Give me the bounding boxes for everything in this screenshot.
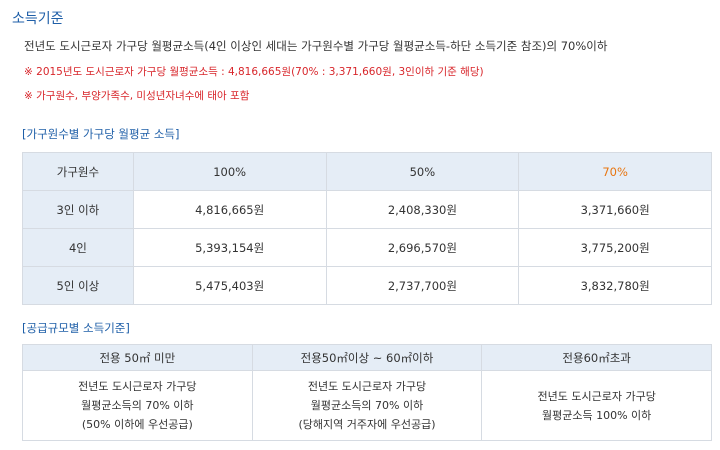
table-cell: 3,832,780원 — [518, 266, 712, 305]
table-cell: 5,475,403원 — [132, 266, 327, 305]
row-label: 5인 이상 — [22, 266, 134, 305]
cell-line: 전년도 도시근로자 가구당 — [78, 380, 197, 393]
cell-line: 전년도 도시근로자 가구당 — [537, 389, 656, 403]
intro-text: 전년도 도시근로자 가구당 월평균소득(4인 이상인 세대는 가구원수별 가구당… — [24, 39, 608, 53]
header-over-60sqm: 전용60㎡초과 — [481, 344, 712, 371]
income-by-supply-size-table: 전용 50㎡ 미만 전용50㎡이상 ~ 60㎡이하 전용60㎡초과 전년도 도시… — [22, 344, 712, 441]
header-under-50sqm: 전용 50㎡ 미만 — [22, 344, 253, 371]
table-row: 전년도 도시근로자 가구당 월평균소득의 70% 이하 (50% 이하에 우선공… — [22, 370, 712, 441]
table-row: 3인 이하 4,816,665원 2,408,330원 3,371,660원 — [22, 190, 712, 229]
income-by-household-table: 가구원수 100% 50% 70% 3인 이하 4,816,665원 2,408… — [22, 152, 712, 305]
header-50-to-60sqm: 전용50㎡이상 ~ 60㎡이하 — [251, 344, 483, 371]
table-cell: 전년도 도시근로자 가구당 월평균소득의 70% 이하 (50% 이하에 우선공… — [22, 370, 253, 441]
row-label: 4인 — [22, 228, 134, 267]
supply-table-title: [공급규모별 소득기준] — [22, 321, 130, 335]
income-table-title: [가구원수별 가구당 월평균 소득] — [22, 127, 180, 141]
table-cell: 5,393,154원 — [132, 228, 327, 267]
page-title: 소득기준 — [12, 11, 64, 27]
table-header-row: 전용 50㎡ 미만 전용50㎡이상 ~ 60㎡이하 전용60㎡초과 — [22, 344, 712, 371]
table-cell: 3,775,200원 — [518, 228, 712, 267]
cell-line: 전년도 도시근로자 가구당 — [307, 380, 427, 393]
row-label: 3인 이하 — [22, 190, 134, 229]
table-cell: 2,408,330원 — [325, 190, 520, 229]
table-cell: 3,371,660원 — [518, 190, 712, 229]
table-cell: 2,737,700원 — [325, 266, 520, 305]
cell-line: (50% 이하에 우선공급) — [81, 418, 193, 431]
table-header-row: 가구원수 100% 50% 70% — [22, 152, 712, 191]
note-income-2015: ※ 2015년도 도시근로자 가구당 월평균소득 : 4,816,665원(70… — [24, 66, 484, 78]
table-cell: 전년도 도시근로자 가구당 월평균소득의 70% 이하 (당해지역 거주자에 우… — [251, 370, 483, 441]
cell-line: 월평균소득의 70% 이하 — [310, 399, 424, 412]
note-fetus-included: ※ 가구원수, 부양가족수, 미성년자녀수에 태아 포함 — [24, 90, 250, 102]
header-50-percent: 50% — [325, 152, 520, 191]
header-70-percent: 70% — [518, 152, 712, 191]
cell-line: 월평균소득의 70% 이하 — [81, 399, 194, 412]
cell-line: (당해지역 거주자에 우선공급) — [298, 418, 436, 431]
table-cell: 2,696,570원 — [325, 228, 520, 267]
table-cell: 전년도 도시근로자 가구당 월평균소득 100% 이하 — [481, 370, 712, 441]
table-row: 5인 이상 5,475,403원 2,737,700원 3,832,780원 — [22, 266, 712, 305]
table-row: 4인 5,393,154원 2,696,570원 3,775,200원 — [22, 228, 712, 267]
header-household-size: 가구원수 — [22, 152, 134, 191]
table-cell: 4,816,665원 — [132, 190, 327, 229]
cell-line: 월평균소득 100% 이하 — [542, 408, 652, 422]
header-100-percent: 100% — [132, 152, 327, 191]
